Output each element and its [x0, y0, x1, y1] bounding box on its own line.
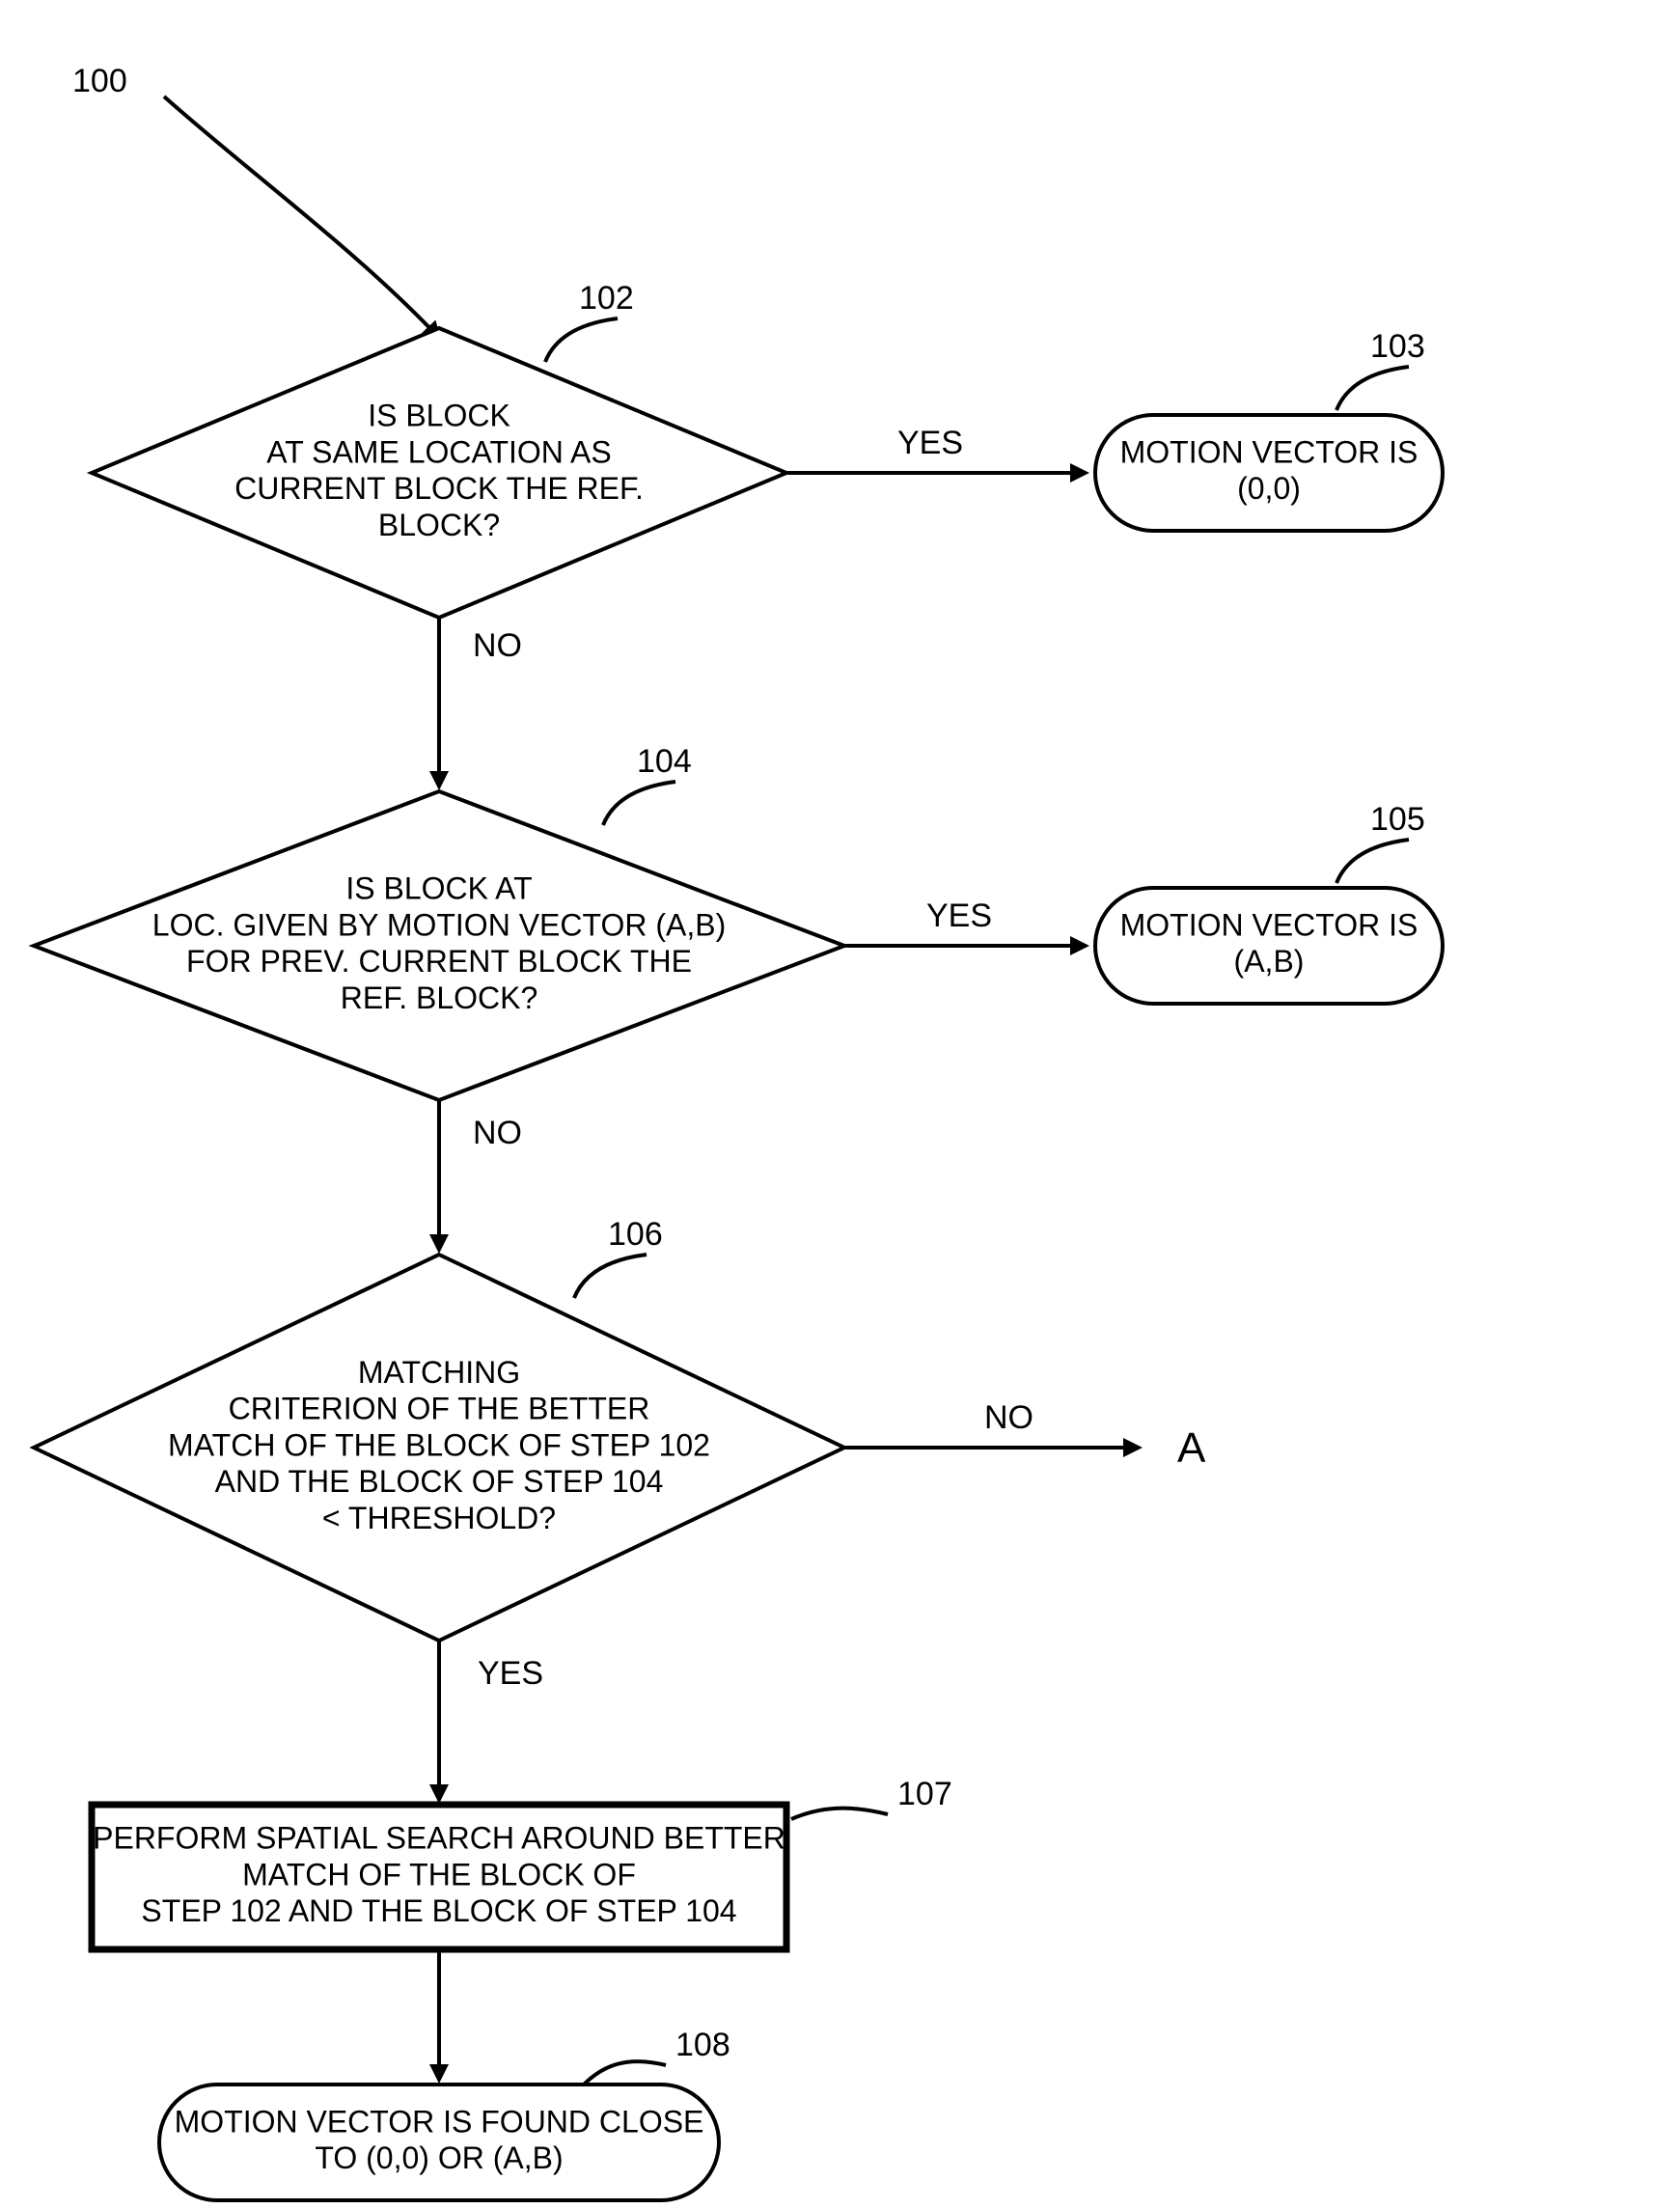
ref-label: 105 — [1370, 801, 1425, 838]
ref-leader — [791, 1809, 888, 1819]
ref-leader — [1336, 840, 1409, 883]
ref-leader — [1336, 367, 1409, 410]
ref-label: 103 — [1370, 328, 1425, 365]
ref-label: 102 — [579, 280, 634, 317]
ref-leader — [545, 318, 618, 362]
ref-label: 106 — [608, 1216, 663, 1253]
ref-label: 108 — [675, 2027, 730, 2063]
ref-leader — [584, 2061, 666, 2085]
edge-label: NO — [984, 1399, 1033, 1436]
entry-arrow — [164, 97, 439, 338]
edge-label: YES — [926, 897, 992, 934]
ref-leader — [574, 1255, 647, 1298]
entry-label: 100 — [72, 63, 127, 99]
edge-label: YES — [897, 425, 963, 461]
offpage-connector: A — [1177, 1424, 1206, 1472]
edge-label: NO — [473, 1115, 522, 1151]
edge-label: YES — [478, 1655, 543, 1692]
ref-label: 107 — [897, 1776, 952, 1812]
edge-label: NO — [473, 627, 522, 664]
ref-label: 104 — [637, 743, 692, 780]
ref-leader — [603, 782, 675, 825]
